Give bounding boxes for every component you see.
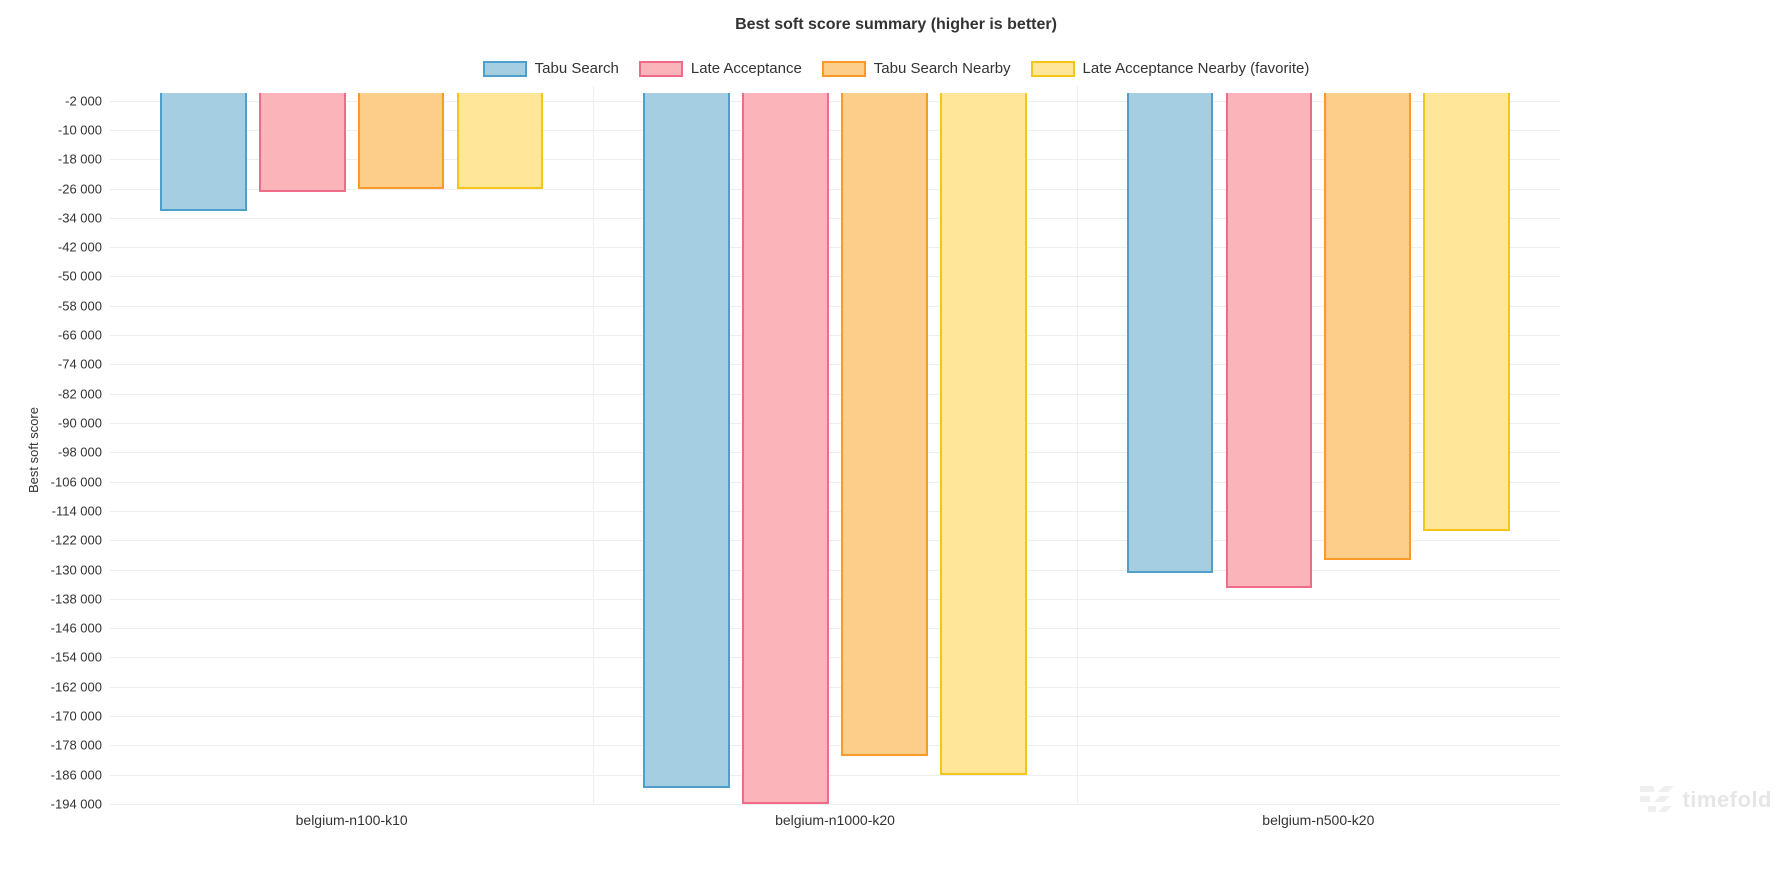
gridline bbox=[110, 687, 1560, 688]
y-tick-label: -186 000 bbox=[51, 767, 102, 782]
gridline bbox=[110, 657, 1560, 658]
y-axis-label: Best soft score bbox=[26, 407, 41, 493]
watermark-icon bbox=[1636, 780, 1676, 820]
watermark: timefold bbox=[1636, 780, 1772, 820]
plot-area: Best soft score -2 000-10 000-18 000-26 … bbox=[110, 86, 1560, 804]
gridline bbox=[110, 745, 1560, 746]
legend-swatch bbox=[483, 61, 527, 77]
bar bbox=[358, 93, 445, 188]
gridline bbox=[110, 804, 1560, 805]
y-tick-label: -90 000 bbox=[58, 416, 102, 431]
gridline bbox=[110, 716, 1560, 717]
y-tick-label: -66 000 bbox=[58, 328, 102, 343]
x-tick-label: belgium-n100-k10 bbox=[296, 812, 408, 828]
y-tick-label: -154 000 bbox=[51, 650, 102, 665]
gridline bbox=[110, 775, 1560, 776]
y-tick-label: -74 000 bbox=[58, 357, 102, 372]
chart-title: Best soft score summary (higher is bette… bbox=[0, 16, 1792, 34]
gridline bbox=[110, 628, 1560, 629]
y-tick-label: -10 000 bbox=[58, 122, 102, 137]
bar bbox=[940, 93, 1027, 774]
y-tick-label: -26 000 bbox=[58, 181, 102, 196]
bar bbox=[1324, 93, 1411, 560]
bar bbox=[841, 93, 928, 756]
legend-label: Tabu Search Nearby bbox=[874, 60, 1011, 77]
y-tick-label: -34 000 bbox=[58, 210, 102, 225]
y-tick-label: -122 000 bbox=[51, 533, 102, 548]
watermark-text: timefold bbox=[1682, 787, 1772, 813]
y-tick-label: -50 000 bbox=[58, 269, 102, 284]
y-tick-label: -138 000 bbox=[51, 591, 102, 606]
y-tick-label: -98 000 bbox=[58, 445, 102, 460]
bar bbox=[1127, 93, 1214, 573]
legend-label: Late Acceptance bbox=[691, 60, 802, 77]
legend-swatch bbox=[1031, 61, 1075, 77]
y-tick-label: -194 000 bbox=[51, 797, 102, 812]
y-tick-label: -162 000 bbox=[51, 679, 102, 694]
bar bbox=[259, 93, 346, 192]
legend-item: Late Acceptance Nearby (favorite) bbox=[1031, 60, 1310, 77]
bar bbox=[1423, 93, 1510, 531]
bar bbox=[643, 93, 730, 787]
bar bbox=[1226, 93, 1313, 588]
y-tick-label: -146 000 bbox=[51, 621, 102, 636]
legend-item: Tabu Search Nearby bbox=[822, 60, 1011, 77]
legend-item: Tabu Search bbox=[483, 60, 619, 77]
legend: Tabu Search Late Acceptance Tabu Search Ne… bbox=[0, 60, 1792, 81]
legend-swatch bbox=[639, 61, 683, 77]
x-tick-label: belgium-n500-k20 bbox=[1262, 812, 1374, 828]
y-tick-label: -178 000 bbox=[51, 738, 102, 753]
y-tick-label: -42 000 bbox=[58, 240, 102, 255]
bar bbox=[457, 93, 544, 189]
gridline bbox=[110, 599, 1560, 600]
legend-item: Late Acceptance bbox=[639, 60, 802, 77]
y-tick-label: -130 000 bbox=[51, 562, 102, 577]
y-tick-label: -18 000 bbox=[58, 152, 102, 167]
legend-label: Tabu Search bbox=[535, 60, 619, 77]
x-tick-label: belgium-n1000-k20 bbox=[775, 812, 895, 828]
legend-swatch bbox=[822, 61, 866, 77]
legend-label: Late Acceptance Nearby (favorite) bbox=[1083, 60, 1310, 77]
y-tick-label: -106 000 bbox=[51, 474, 102, 489]
y-tick-label: -2 000 bbox=[65, 93, 102, 108]
y-tick-label: -114 000 bbox=[52, 503, 102, 518]
bar bbox=[742, 93, 829, 804]
y-tick-label: -170 000 bbox=[51, 709, 102, 724]
bar bbox=[160, 93, 247, 210]
gridline bbox=[110, 570, 1560, 571]
group-separator bbox=[593, 86, 594, 804]
y-tick-label: -58 000 bbox=[58, 298, 102, 313]
group-separator bbox=[1077, 86, 1078, 804]
y-tick-label: -82 000 bbox=[58, 386, 102, 401]
